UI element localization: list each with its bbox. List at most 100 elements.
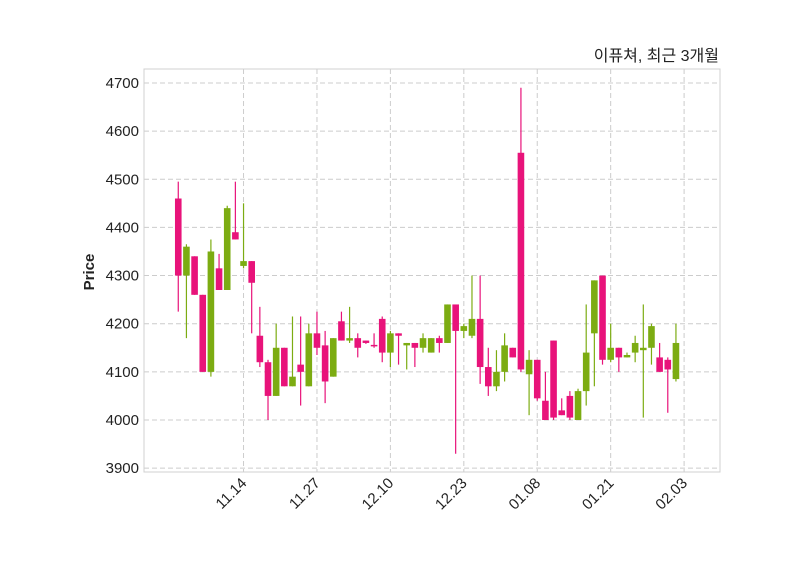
candle-body [338, 321, 345, 341]
candle [240, 203, 247, 269]
candle-body [313, 333, 321, 348]
candle-body [517, 152, 525, 370]
candle [484, 347, 492, 396]
candle [493, 350, 500, 392]
y-tick-label: 4500 [106, 171, 139, 188]
x-tick-label: 01.21 [579, 475, 618, 514]
candle-body [623, 355, 631, 358]
x-tick-label: 12.23 [432, 475, 471, 514]
candle [566, 391, 574, 420]
candle [419, 333, 427, 353]
candle [223, 205, 231, 290]
x-tick-label: 11.27 [286, 475, 324, 513]
candle-body [297, 364, 304, 372]
candle [248, 261, 255, 334]
candle [321, 330, 329, 404]
candle-body [289, 376, 296, 387]
candle-body [533, 359, 541, 399]
candle [174, 181, 182, 312]
x-tick-label: 01.08 [506, 475, 545, 514]
candle-body [444, 304, 451, 343]
candle-body [232, 232, 239, 240]
candle [427, 338, 435, 353]
candle [582, 304, 590, 406]
candle-body [191, 256, 198, 295]
candle [501, 333, 508, 382]
y-tick-label: 4200 [106, 316, 139, 333]
candle-body [395, 333, 402, 336]
candle [297, 316, 304, 406]
candle [199, 294, 207, 372]
candle-body [378, 318, 386, 353]
candle [517, 87, 525, 372]
candle-body [305, 333, 313, 387]
candle-body [403, 342, 411, 346]
candle-body [346, 338, 353, 341]
candle-body [264, 362, 272, 396]
candle [525, 350, 533, 416]
candle [460, 323, 468, 339]
candle-body [427, 338, 435, 353]
candle-body [183, 246, 190, 276]
y-tick-label: 4700 [106, 75, 139, 92]
candle [615, 347, 623, 372]
candle [281, 347, 288, 387]
candle [436, 335, 443, 353]
candle [648, 323, 655, 365]
candle [476, 275, 484, 384]
candle-body [607, 347, 614, 360]
candle-body [256, 335, 264, 363]
candle-body [174, 198, 182, 276]
candle-body [321, 345, 329, 382]
y-axis-label: Price [81, 254, 98, 291]
candle-body [248, 261, 255, 283]
candle-body [452, 304, 459, 331]
candle-body [476, 318, 484, 368]
candle-body [664, 359, 672, 370]
x-tick-label: 02.03 [652, 475, 691, 514]
candle-body [615, 347, 623, 358]
candle-body [223, 208, 231, 290]
candle-body [493, 371, 500, 387]
candle-body [468, 318, 476, 336]
chart-title: 이퓨쳐, 최근 3개월 [594, 47, 719, 65]
candle-body [656, 357, 663, 372]
candle [444, 304, 451, 343]
candle [631, 335, 639, 363]
candle-body [566, 395, 574, 418]
candle [542, 371, 549, 420]
candle-body [672, 342, 680, 380]
plot-frame [143, 68, 721, 473]
candle [338, 311, 345, 341]
y-tick-label: 4300 [106, 268, 139, 285]
candle-body [460, 326, 468, 331]
candle [395, 333, 402, 365]
x-axis: 11.14 11.27 12.10 12.23 01.08 01.21 02.03 [213, 475, 691, 514]
candle-body [525, 359, 533, 375]
candle-body [640, 347, 647, 351]
candle [378, 316, 386, 363]
candle-body [329, 338, 337, 377]
candle [313, 311, 321, 355]
x-tick-label: 12.10 [359, 475, 398, 514]
y-tick-label: 4100 [106, 364, 139, 381]
candle [207, 239, 215, 377]
candle-body [631, 342, 639, 353]
candle [411, 342, 419, 368]
candle-body [599, 275, 606, 360]
candle [623, 352, 631, 358]
candle-body [509, 347, 517, 358]
y-tick-label: 4000 [106, 412, 139, 429]
candle [232, 181, 239, 240]
candle [264, 359, 272, 420]
y-tick-label: 3900 [106, 460, 139, 477]
candle [672, 323, 680, 382]
candle-body [648, 326, 655, 348]
candle [664, 357, 672, 413]
candle [272, 323, 280, 396]
candle [599, 275, 606, 365]
candle [191, 256, 198, 295]
candle-body [484, 367, 492, 387]
candle-body [558, 410, 566, 416]
